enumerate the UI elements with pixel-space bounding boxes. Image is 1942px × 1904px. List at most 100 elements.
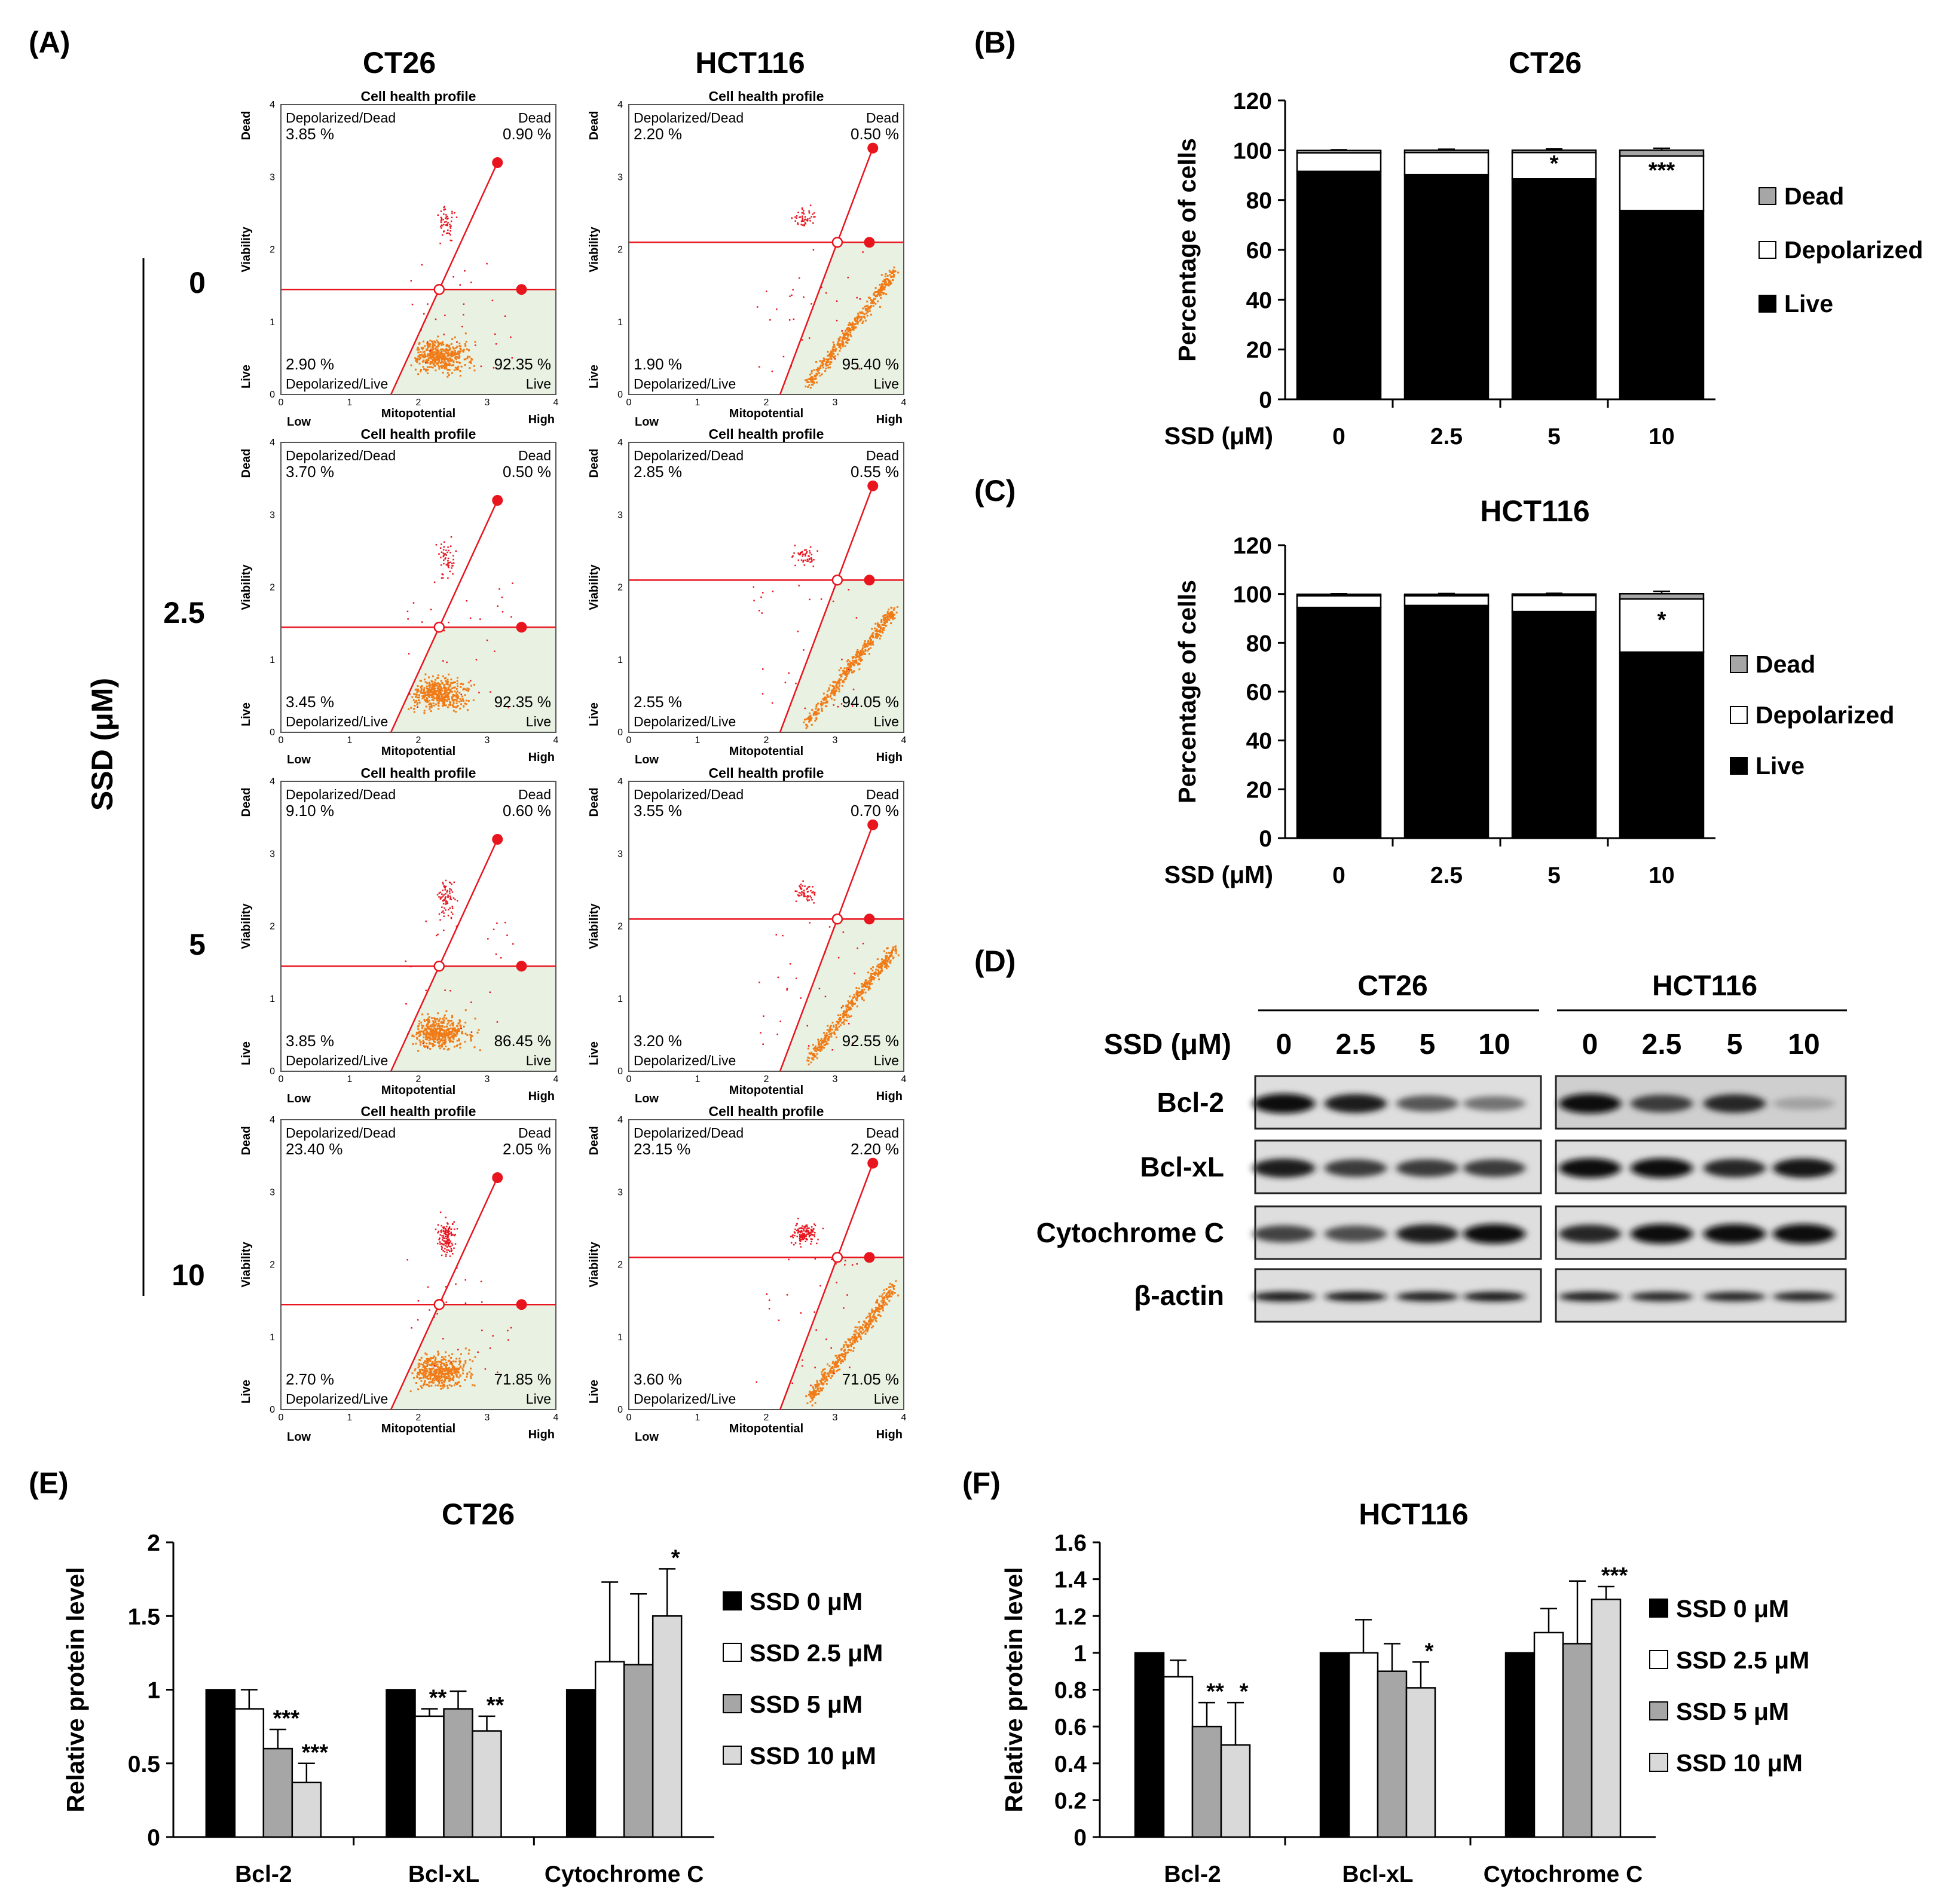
event-dot (451, 1022, 453, 1025)
quadrant-depolarized-dead-percent: 2.20 % (634, 125, 682, 143)
event-dot (458, 1029, 460, 1032)
x-tick-label: 10 (1649, 863, 1674, 888)
event-dot (432, 1357, 434, 1359)
event-dot (815, 704, 818, 706)
event-dot (441, 1046, 444, 1048)
event-dot (446, 699, 448, 702)
wb-band (1704, 1094, 1766, 1113)
event-dot-sparse (477, 1351, 479, 1353)
event-dot (434, 1027, 436, 1029)
event-dot (849, 995, 851, 998)
x-tick-label: 1 (347, 735, 353, 745)
event-dot (887, 965, 889, 968)
event-dot-dead (442, 895, 444, 897)
event-dot-sparse (804, 707, 806, 710)
event-dot-dead (441, 573, 444, 575)
event-dot (473, 1385, 476, 1387)
event-dot (858, 1328, 861, 1331)
event-dot (425, 1034, 427, 1036)
event-dot (831, 354, 833, 356)
flow-panel-title: Cell health profile (361, 426, 476, 442)
event-dot (422, 1025, 424, 1027)
event-dot-dead (810, 1230, 812, 1232)
event-dot-dead (805, 549, 807, 551)
event-dot-dead (449, 907, 451, 909)
event-dot (881, 291, 883, 294)
event-dot-sparse (840, 703, 843, 705)
event-dot (836, 1029, 839, 1031)
event-dot-dead (808, 212, 811, 214)
event-dot (803, 721, 805, 723)
event-dot (426, 1037, 429, 1040)
event-dot-sparse (494, 333, 496, 335)
event-dot (443, 1382, 445, 1384)
event-dot (820, 1380, 822, 1382)
y-tick-label: 4 (617, 438, 623, 448)
event-dot (880, 1300, 883, 1303)
wb-band (1253, 1159, 1315, 1178)
event-dot (438, 1020, 441, 1022)
event-dot-dead (797, 1217, 799, 1220)
x-axis-high-label: High (528, 1428, 555, 1441)
event-dot (809, 1392, 812, 1395)
event-dot-dead (814, 212, 815, 214)
event-dot (868, 977, 871, 979)
event-dot-dead (794, 545, 796, 546)
event-dot (852, 326, 855, 329)
event-dot (418, 1020, 421, 1023)
event-dot (863, 643, 866, 645)
event-dot (856, 997, 858, 1000)
event-dot-sparse (512, 582, 513, 584)
event-dot (867, 640, 870, 642)
event-dot (448, 363, 451, 365)
event-dot (851, 328, 853, 331)
event-dot (842, 338, 844, 340)
event-dot-dead (453, 1247, 455, 1249)
event-dot (416, 704, 418, 706)
plot-frame (628, 442, 904, 733)
event-dot (424, 1360, 426, 1362)
event-dot (894, 948, 897, 950)
event-dot-dead (435, 1228, 437, 1230)
event-dot (805, 1395, 808, 1398)
event-dot (438, 357, 441, 359)
event-dot (885, 1303, 887, 1305)
event-dot (860, 657, 862, 659)
event-dot (857, 314, 860, 317)
event-dot (883, 292, 885, 294)
event-dot-dead (802, 218, 803, 219)
event-dot-dead (443, 912, 445, 914)
event-dot (435, 358, 438, 360)
event-dot-dead (439, 1241, 441, 1243)
event-dot (808, 378, 811, 380)
quadrant-depolarized-dead-label: Depolarized/Dead (634, 787, 744, 802)
event-dot-dead (446, 902, 449, 904)
event-dot (432, 693, 435, 696)
event-dot (450, 681, 452, 684)
event-dot (445, 1032, 448, 1034)
event-dot (443, 1380, 445, 1383)
event-dot-dead (454, 898, 456, 901)
event-dot (852, 657, 854, 659)
event-dot (441, 681, 444, 684)
event-dot (420, 351, 422, 353)
event-dot (429, 366, 431, 368)
event-dot (435, 1029, 437, 1032)
event-dot-dead (442, 910, 444, 912)
event-dot (812, 378, 814, 381)
event-dot (463, 1025, 465, 1028)
event-dot (808, 1057, 811, 1059)
legend-swatch-depolarized (1758, 241, 1776, 259)
event-dot-dead (816, 1242, 818, 1245)
event-dot (454, 353, 456, 356)
event-dot (814, 1383, 816, 1386)
event-dot (446, 1023, 449, 1025)
event-dot (817, 1387, 819, 1390)
y-tick-label: 0 (270, 1066, 275, 1077)
event-dot (876, 1307, 878, 1309)
event-dot (823, 1044, 825, 1047)
event-dot (445, 348, 448, 350)
event-dot-sparse (504, 315, 506, 317)
event-dot (879, 1315, 882, 1318)
event-dot-dead (444, 553, 445, 555)
